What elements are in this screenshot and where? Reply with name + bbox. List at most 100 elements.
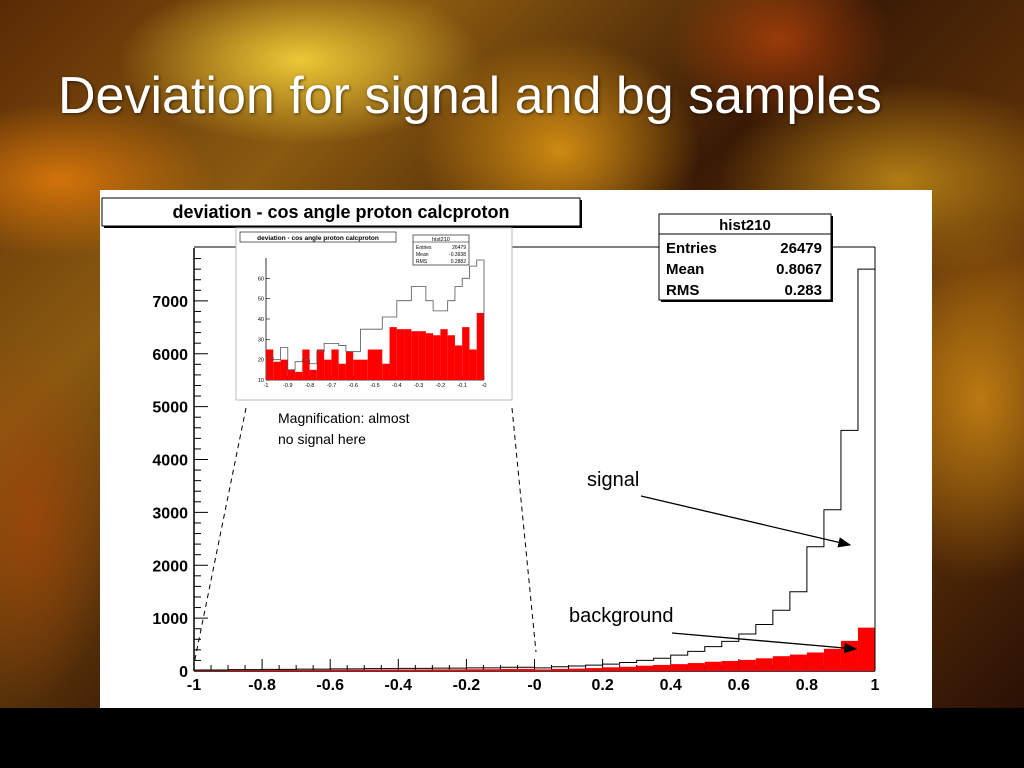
inset-background-bar: [433, 335, 441, 380]
y-axis-ticks: 0 1000 2000 3000 4000 5000 6000 7000: [152, 258, 208, 681]
background-bar: [228, 670, 263, 671]
background-bar: [619, 666, 637, 671]
background-bar: [602, 667, 620, 671]
stats-rms-value: 0.283: [784, 282, 822, 299]
inset-y-tick-label: 60: [258, 276, 264, 282]
background-bar: [772, 656, 790, 671]
stats-entries-value: 26479: [780, 240, 822, 257]
inset-y-tick-label: 40: [258, 317, 264, 323]
inset-background-bar: [345, 351, 354, 380]
background-bar: [755, 658, 773, 671]
y-tick-label: 6000: [152, 347, 188, 364]
background-bar: [789, 654, 807, 671]
background-bar: [653, 664, 671, 671]
inset-x-tick-label: -0.2: [436, 383, 445, 389]
background-bar: [585, 668, 603, 671]
stats-mean-label: Mean: [666, 261, 704, 278]
histogram-chart: 0 1000 2000 3000 4000 5000 6000 7000 -1 -0.8 -0.6…: [101, 197, 880, 694]
background-bar: [568, 668, 586, 671]
background-bar: [551, 668, 569, 671]
inset-y-tick-label: 20: [258, 358, 264, 364]
background-bar: [432, 669, 467, 671]
magnify-guide-right: [511, 407, 537, 653]
inset-background-bar: [266, 349, 274, 380]
background-bar: [721, 660, 739, 671]
inset-x-tick-label: -0.1: [457, 383, 466, 389]
x-tick-label: 0.2: [591, 677, 613, 694]
background-arrow: [671, 632, 858, 654]
background-bar: [262, 669, 297, 671]
signal-arrow: [640, 495, 852, 548]
x-tick-label: -1: [187, 677, 201, 694]
stats-box: hist210 Entries 26479 Mean 0.8067 RMS 0.…: [658, 213, 833, 302]
stats-rms-label: RMS: [666, 282, 699, 299]
inset-y-tick-label: 50: [258, 297, 264, 303]
background-bar: [364, 669, 399, 671]
inset-background-bar: [295, 371, 303, 380]
x-tick-label: -0.4: [385, 677, 413, 694]
inset-stats-rms-label: RMS: [416, 259, 428, 265]
background-bar: [840, 640, 858, 671]
signal-series-line: [193, 268, 876, 671]
background-series: [194, 627, 875, 671]
inset-background-bar: [324, 359, 332, 380]
inset-background-bar: [353, 359, 361, 380]
inset-background-series: [266, 312, 484, 380]
background-bar: [636, 665, 654, 671]
y-tick-label: 4000: [152, 453, 188, 470]
background-bar: [823, 648, 841, 671]
x-tick-label: -0.2: [453, 677, 481, 694]
inset-background-bar: [338, 363, 346, 380]
inset-background-bar: [302, 349, 310, 380]
inset-signal-series-line: [265, 259, 485, 380]
background-bar: [670, 664, 688, 671]
inset-background-bar: [454, 345, 463, 380]
background-bar: [500, 668, 535, 671]
background-bar: [398, 669, 433, 671]
y-tick-label: 3000: [152, 505, 188, 522]
x-tick-label: 0.6: [728, 677, 750, 694]
signal-annotation: signal: [587, 469, 639, 491]
background-bar: [194, 670, 229, 671]
inset-background-bar: [360, 359, 368, 380]
inset-stats-entries-value: 26479: [452, 245, 466, 251]
inset-y-tick-label: 30: [258, 337, 264, 343]
chart-panel: 0 1000 2000 3000 4000 5000 6000 7000 -1 -0.8 -0.6…: [100, 190, 932, 708]
x-tick-label: -0.6: [316, 677, 344, 694]
inset-background-bar: [404, 329, 412, 380]
inset-plot: deviation - cos angle proton calcproton …: [235, 227, 513, 401]
inset-background-bar: [447, 335, 455, 380]
background-bar: [738, 659, 756, 671]
stats-box-name: hist210: [719, 217, 771, 234]
background-bar: [330, 669, 365, 671]
magnify-guide-left: [193, 407, 247, 665]
background-bar: [704, 661, 722, 671]
inset-x-tick-label: -0.7: [327, 383, 336, 389]
slide-title: Deviation for signal and bg samples: [58, 67, 882, 125]
inset-background-bar: [440, 329, 448, 380]
stats-entries-label: Entries: [666, 240, 717, 257]
inset-background-bar: [382, 363, 390, 380]
inset-stats-mean-label: Mean: [416, 252, 429, 258]
inset-background-bar: [469, 349, 477, 380]
magnification-note-line1: Magnification: almost: [278, 410, 410, 426]
inset-background-bar: [287, 369, 296, 380]
background-bar: [466, 669, 501, 671]
magnification-note-line2: no signal here: [278, 431, 366, 447]
x-tick-label: 0.4: [660, 677, 682, 694]
inset-background-bar: [375, 349, 383, 380]
background-bar: [687, 663, 705, 671]
inset-background-bar: [280, 359, 288, 380]
background-bar: [534, 669, 552, 671]
inset-background-bar: [331, 349, 339, 380]
inset-y-tick-label: 10: [258, 378, 264, 384]
inset-x-tick-label: -0.9: [283, 383, 292, 389]
chart-title: deviation - cos angle proton calcproton: [172, 202, 509, 222]
x-tick-label: 0.8: [796, 677, 818, 694]
inset-stats-rms-value: 0.2882: [451, 259, 467, 265]
inset-title: deviation - cos angle proton calcproton: [257, 235, 379, 242]
inset-background-bar: [476, 312, 484, 380]
inset-background-bar: [309, 369, 317, 380]
y-tick-label: 7000: [152, 294, 188, 311]
y-tick-label: 5000: [152, 400, 188, 417]
